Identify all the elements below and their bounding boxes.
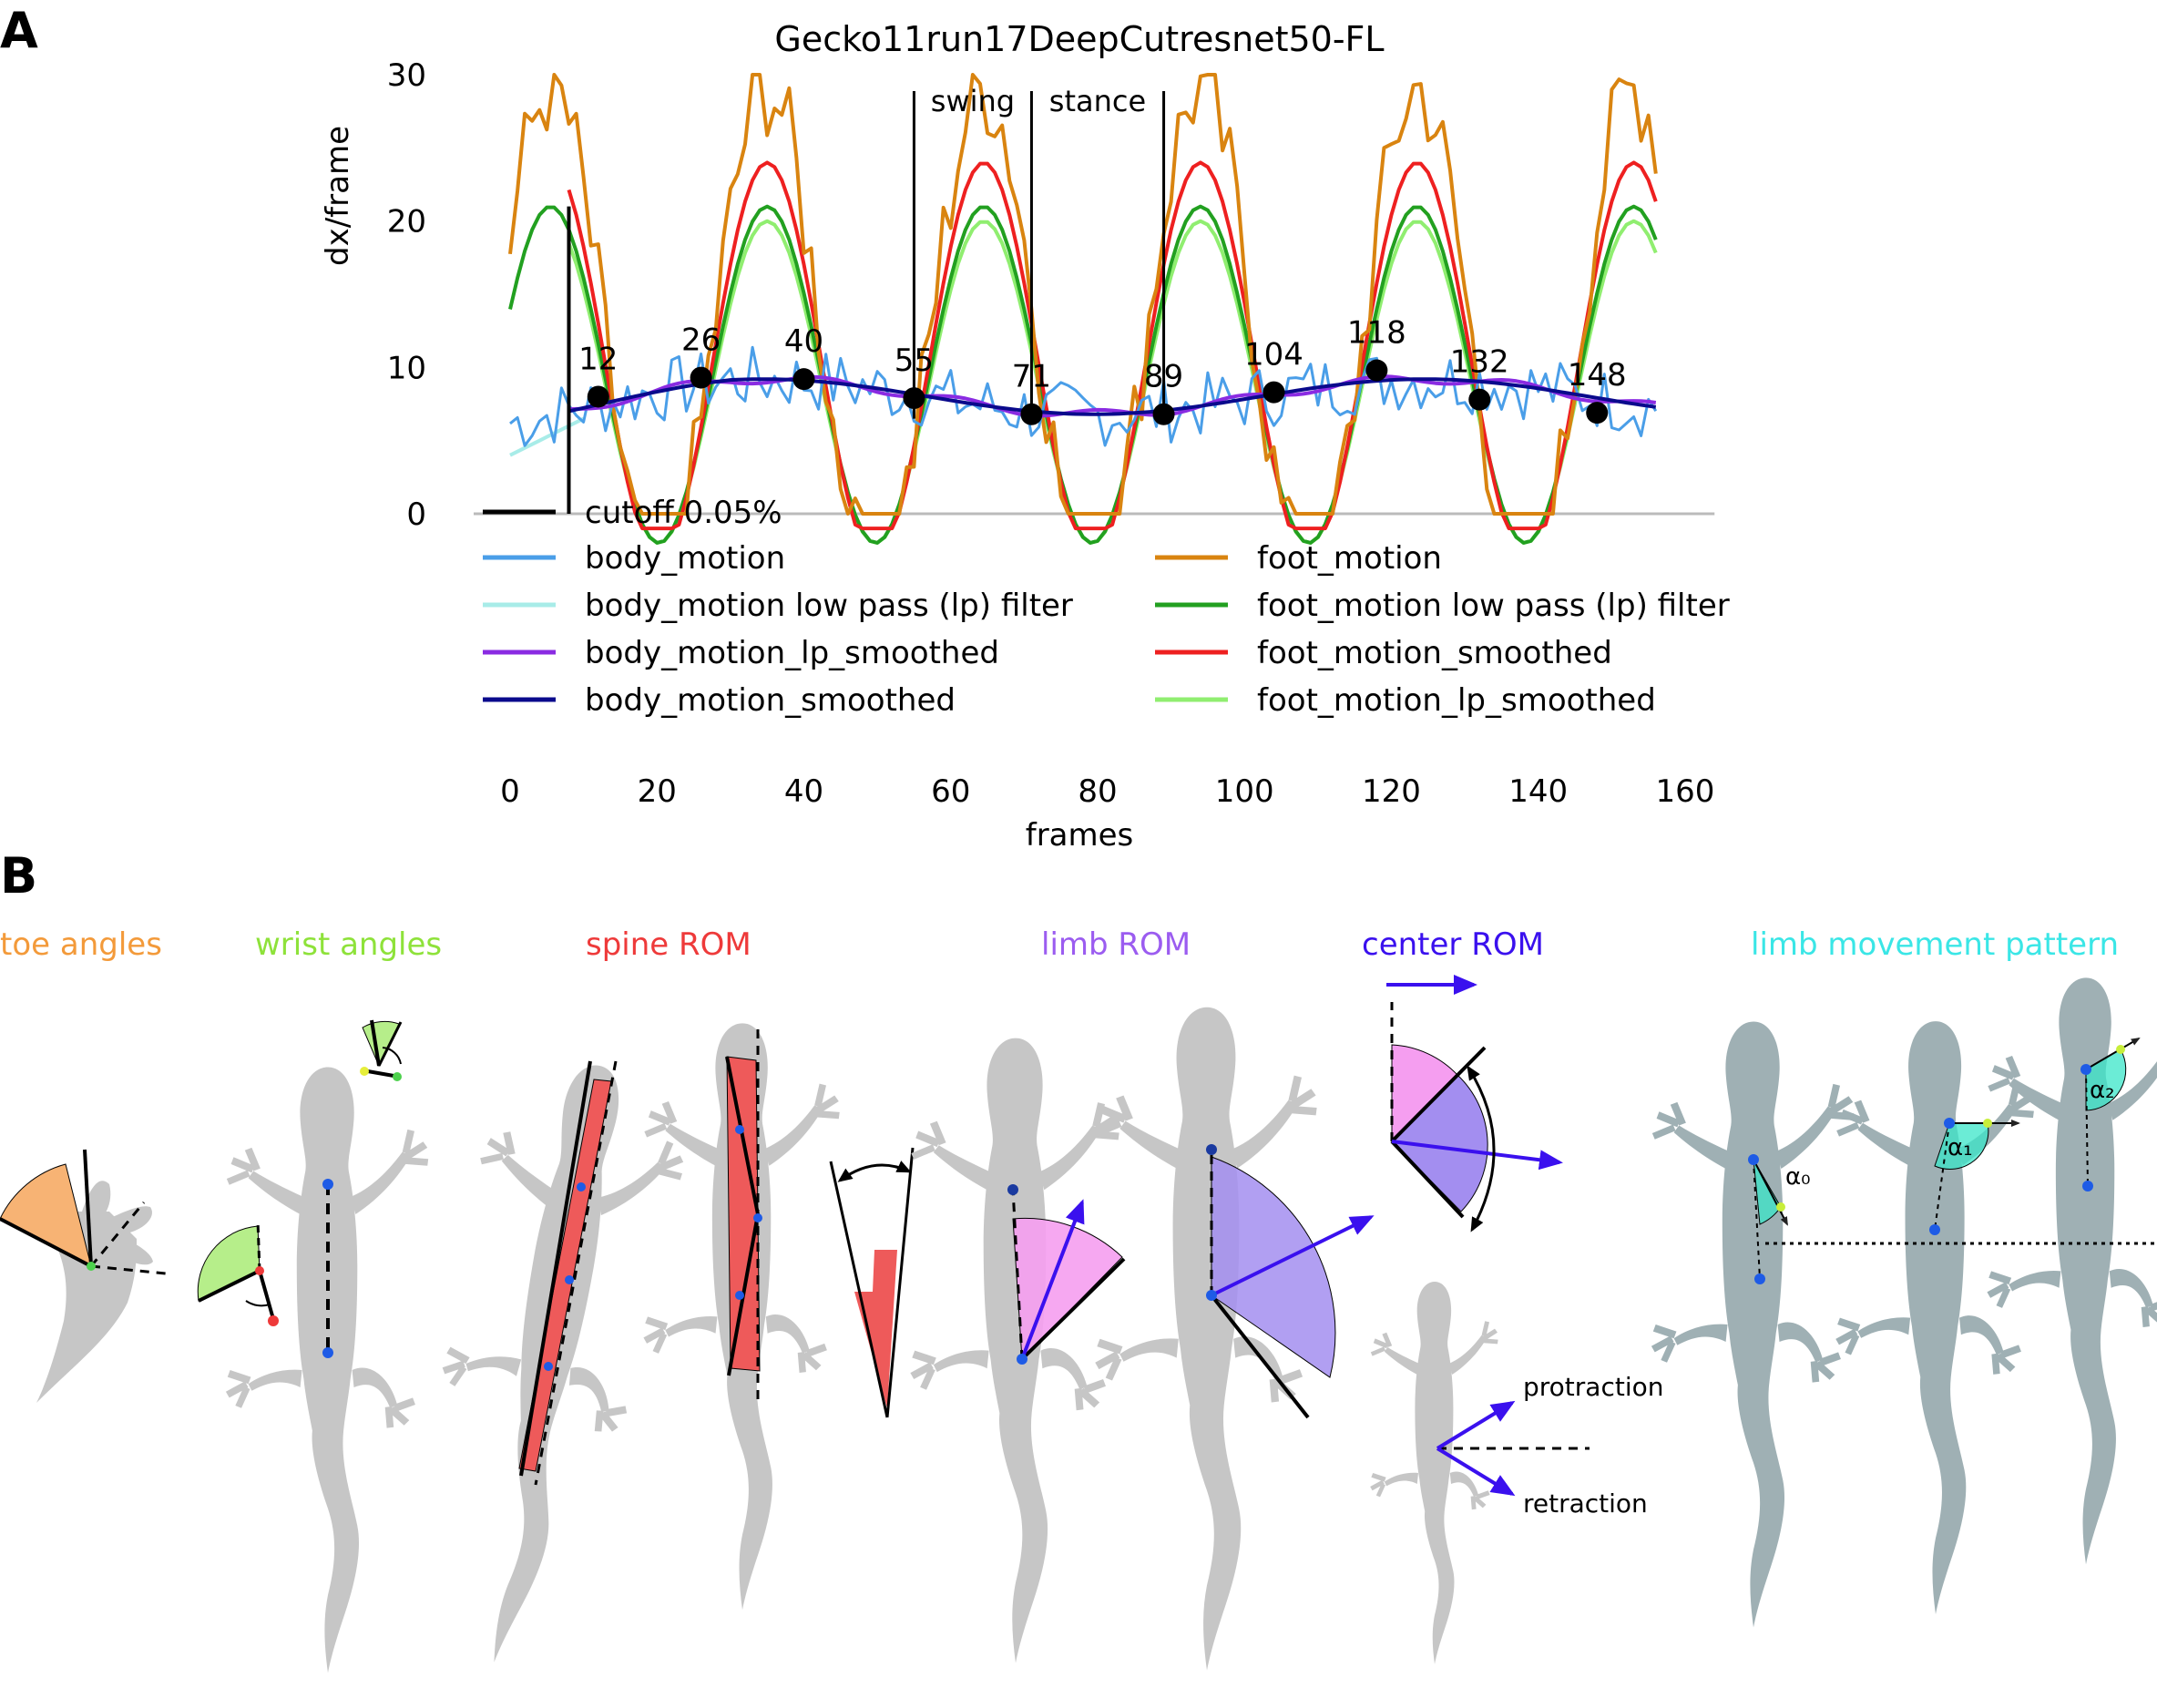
y-tick-label: 20 <box>387 204 426 240</box>
y-tick-label: 30 <box>387 57 426 94</box>
x-tick-label: 160 <box>1656 773 1715 810</box>
x-tick-label: 80 <box>1078 773 1117 810</box>
keypoint-marker <box>1020 403 1043 425</box>
legend-label: body_motion_lp_smoothed <box>585 635 999 671</box>
keypoint-marker <box>690 366 712 389</box>
keypoint-marker <box>587 385 609 408</box>
x-tick-label: 60 <box>931 773 970 810</box>
x-tick-label: 140 <box>1508 773 1568 810</box>
series-line-body <box>509 345 1658 447</box>
center-rom-illustration: protraction retraction <box>1370 975 1663 1664</box>
keypoint-label: 55 <box>894 343 934 379</box>
label-retraction: retraction <box>1523 1488 1648 1519</box>
label-limb-movement-pattern: limb movement pattern <box>1751 926 2119 963</box>
legend-label: foot_motion low pass (lp) filter <box>1257 588 1730 624</box>
label-protraction: protraction <box>1523 1372 1663 1402</box>
x-tick-label: 20 <box>638 773 677 810</box>
x-axis-label: frames <box>1026 817 1134 854</box>
legend-label: foot_motion_smoothed <box>1257 635 1612 671</box>
y-axis-label: dx/frame <box>320 126 356 266</box>
label-center-rom: center ROM <box>1362 926 1544 963</box>
keypoint-marker <box>903 387 925 410</box>
x-tick-label: 100 <box>1215 773 1274 810</box>
x-tick-label: 120 <box>1362 773 1421 810</box>
label-wrist-angles: wrist angles <box>255 926 442 963</box>
legend-label: body_motion low pass (lp) filter <box>585 588 1073 624</box>
limb-movement-pattern-illustration: α₀ α₁ α₂ <box>1651 977 2157 1628</box>
chart-legend: cutoff 0.05% body_motion body_motion low p… <box>483 495 1730 719</box>
legend-label: cutoff 0.05% <box>585 495 782 531</box>
legend-label: body_motion_smoothed <box>585 682 956 719</box>
label-alpha1: α₁ <box>1947 1134 1973 1161</box>
chart-title: Gecko11run17DeepCutresnet50-FL <box>774 19 1384 59</box>
x-tick-label: 40 <box>784 773 823 810</box>
keypoint-label: 148 <box>1568 357 1627 394</box>
label-spine-rom: spine ROM <box>586 926 751 963</box>
spine-rom-illustration <box>394 1023 915 1680</box>
limb-rom-illustration <box>910 1007 1375 1671</box>
series-line-foot <box>508 73 1658 516</box>
wrist-angle-illustration <box>197 1019 429 1673</box>
keypoint-label: 40 <box>784 323 823 360</box>
phase-label-stance: stance <box>1049 84 1146 118</box>
label-toe-angles: toe angles <box>0 926 162 963</box>
series-line-body-s <box>568 377 1657 416</box>
keypoint-label: 118 <box>1347 315 1406 352</box>
panel-a-letter: A <box>0 2 38 59</box>
keypoint-marker <box>1468 388 1491 411</box>
x-tick-label: 0 <box>500 773 520 810</box>
keypoint-marker <box>1586 402 1609 424</box>
legend-label: body_motion <box>585 540 785 577</box>
keypoint-marker <box>1365 359 1388 382</box>
toe-angle-illustration <box>0 1149 167 1403</box>
y-tick-label: 10 <box>387 350 426 386</box>
label-alpha0: α₀ <box>1785 1163 1811 1191</box>
legend-label: foot_motion_lp_smoothed <box>1257 682 1656 719</box>
series-line-body-lp <box>509 416 585 457</box>
keypoint-label: 12 <box>578 341 618 377</box>
panel-b-letter: B <box>0 847 37 905</box>
keypoint-label: 104 <box>1244 337 1303 373</box>
chart-axes: 0 20 40 60 80 100 120 140 160 0 10 20 30 <box>387 57 1715 810</box>
keypoint-label: 89 <box>1144 359 1183 395</box>
keypoint-marker <box>792 368 815 391</box>
keypoint-marker <box>1152 403 1175 425</box>
y-tick-label: 0 <box>406 496 426 533</box>
keypoint-marker <box>1263 381 1285 404</box>
chart-plot-area: swing stance 12 26 40 55 71 89 104 118 132 148 <box>508 73 1658 545</box>
keypoint-label: 132 <box>1450 344 1509 381</box>
legend-label: foot_motion <box>1257 540 1442 577</box>
label-limb-rom: limb ROM <box>1041 926 1191 963</box>
keypoint-label: 26 <box>681 322 721 359</box>
keypoint-label: 71 <box>1012 359 1051 395</box>
phase-label-swing: swing <box>931 84 1015 118</box>
label-alpha2: α₂ <box>2090 1077 2115 1104</box>
